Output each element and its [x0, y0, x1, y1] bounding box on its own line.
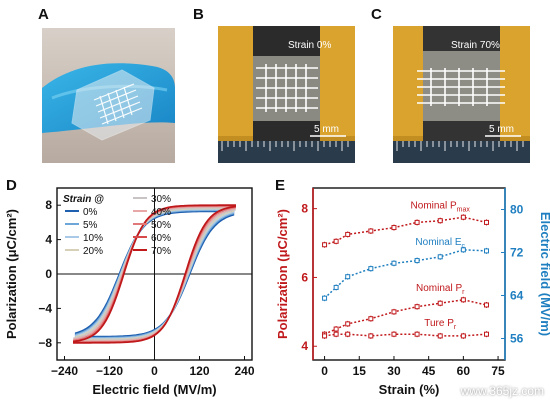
strain-label-b: Strain 0% [288, 40, 332, 51]
watermark-text: www.365jz.com [460, 384, 544, 398]
chart-e-y2tick-label: 64 [510, 289, 524, 303]
chart-e-marker [460, 333, 466, 339]
chart-e-xtick-label: 75 [491, 364, 505, 378]
chart-e-marker [322, 333, 328, 339]
chart-e-marker [414, 304, 420, 310]
chart-e-marker [333, 331, 339, 337]
chart-d-legend-label: 5% [83, 220, 98, 231]
scale-label-b: 5 mm [314, 124, 339, 135]
chart-e-marker [414, 219, 420, 225]
chart-d-xtick-label: −240 [51, 364, 78, 378]
chart-e-marker [483, 248, 489, 254]
chart-e-marker [460, 214, 466, 220]
chart-e-marker [345, 321, 351, 327]
chart-e-marker [368, 228, 374, 234]
photo-strain-0: Strain 0% 5 mm [218, 26, 355, 163]
chart-e-ylabel: Polarization (μC/cm²) [275, 209, 290, 339]
chart-e-marker [460, 297, 466, 303]
chart-e-y2tick-label: 56 [510, 332, 524, 346]
panel-letter-d: D [6, 177, 17, 194]
chart-d-legend-label: 10% [83, 233, 103, 244]
chart-e-marker [322, 295, 328, 301]
chart-e-xlabel: Strain (%) [379, 382, 440, 397]
photo-c-illustration [393, 26, 530, 163]
chart-d-legend-label: 20% [83, 246, 103, 257]
chart-e-line-0 [324, 216, 487, 246]
chart-d-xlabel: Electric field (MV/m) [92, 382, 216, 397]
chart-e-xtick-label: 60 [457, 364, 471, 378]
chart-d-xtick-label: 120 [189, 364, 209, 378]
panel-letter-e: E [275, 177, 286, 194]
chart-d-legend-title: Strain @ [63, 194, 104, 205]
chart-e-y2label: Electric field (MV/m) [538, 212, 550, 336]
chart-d-ytick-label: 4 [45, 233, 52, 247]
chart-e-xtick-label: 30 [387, 364, 401, 378]
chart-d-legend-label: 60% [151, 233, 171, 244]
chart-e-ytick-label: 4 [301, 339, 308, 353]
chart-e-marker [437, 300, 443, 306]
chart-e-marker [333, 238, 339, 244]
chart-d-legend-label: 0% [83, 207, 98, 218]
chart-e-marker [322, 242, 328, 248]
photo-b-illustration [218, 26, 355, 163]
chart-e-marker [368, 333, 374, 339]
chart-e-xtick-label: 15 [353, 364, 367, 378]
chart-e-marker [391, 309, 397, 315]
chart-e-xtick-label: 0 [321, 364, 328, 378]
chart-e-marker [437, 254, 443, 260]
chart-e-marker [345, 331, 351, 337]
chart-e-marker [437, 218, 443, 224]
chart-e-series-label: Nominal Pmax [411, 201, 471, 214]
panel-letter-c: C [371, 6, 382, 23]
chart-d-xtick-label: 240 [234, 364, 254, 378]
strain-label-c: Strain 70% [451, 40, 500, 51]
photo-device-on-finger [42, 28, 175, 163]
chart-e-marker [483, 331, 489, 337]
chart-e-series-label: Nominal Pr [416, 283, 465, 296]
chart-e-series-label: Ture Pr [424, 318, 457, 331]
chart-e-line-1 [324, 249, 487, 299]
chart-e-marker [391, 331, 397, 337]
chart-e-marker [391, 225, 397, 231]
chart-e-marker [391, 260, 397, 266]
chart-d-legend-label: 30% [151, 194, 171, 205]
chart-d-ytick-label: −8 [38, 336, 52, 350]
chart-e-ytick-label: 8 [301, 202, 308, 216]
photo-a-illustration [42, 28, 175, 163]
chart-e-marker [345, 231, 351, 237]
chart-e-marker [368, 266, 374, 272]
chart-e-y2tick-label: 72 [510, 246, 524, 260]
chart-d-ytick-label: 0 [45, 267, 52, 281]
chart-d-ytick-label: −4 [38, 301, 52, 315]
chart-e-marker [345, 274, 351, 280]
chart-e-marker [368, 316, 374, 322]
chart-e-marker [414, 258, 420, 264]
photo-strain-70: Strain 70% 5 mm [393, 26, 530, 163]
chart-e-line-2 [324, 299, 487, 335]
chart-d-ytick-label: 8 [45, 198, 52, 212]
chart-d-legend-label: 50% [151, 220, 171, 231]
chart-d-loop-70pct [73, 204, 236, 344]
chart-e-series-label: Nominal Ec [415, 237, 465, 250]
chart-e-strain-dependence: 0 15 30 45 60 75 4 6 8 56 64 72 80 Strain (%) Polariza… [275, 187, 550, 397]
chart-d-legend-label: 40% [151, 207, 171, 218]
chart-d-hysteresis: −240 −120 0 120 240 −8 −4 0 4 8 Electric field (MV… [4, 187, 255, 397]
chart-e-ytick-label: 6 [301, 270, 308, 284]
chart-e-marker [483, 219, 489, 225]
chart-d-xtick-label: −120 [96, 364, 123, 378]
chart-e-y2tick-label: 80 [510, 203, 524, 217]
scale-label-c: 5 mm [489, 124, 514, 135]
chart-d-legend-label: 70% [151, 246, 171, 257]
chart-e-marker [437, 333, 443, 339]
chart-d-ylabel: Polarization (μC/cm²) [4, 209, 19, 339]
chart-e-marker [483, 302, 489, 308]
chart-e-marker [333, 284, 339, 290]
panel-letter-a: A [38, 6, 49, 23]
chart-d-xtick-label: 0 [151, 364, 158, 378]
panel-letter-b: B [193, 6, 204, 23]
chart-e-marker [414, 331, 420, 337]
chart-e-marker [333, 326, 339, 332]
chart-e-xtick-label: 45 [422, 364, 436, 378]
chart-e-marker [460, 247, 466, 253]
